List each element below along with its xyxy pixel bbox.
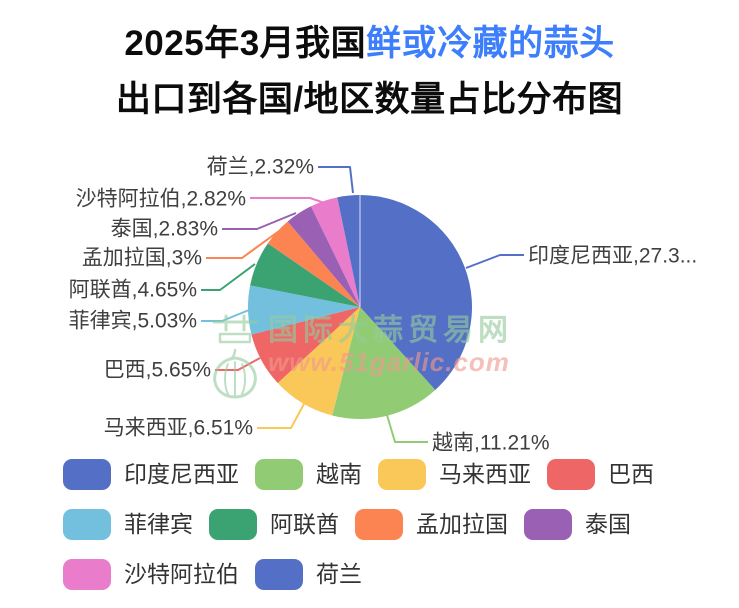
pie-callout-label-6: 孟加拉国,3%	[82, 247, 202, 270]
legend-label-4: 菲律宾	[124, 511, 193, 537]
legend-label-5: 阿联酋	[270, 511, 339, 537]
legend-chip-7	[524, 509, 572, 540]
legend-item-4[interactable]: 菲律宾	[63, 509, 193, 540]
pie-slice-0[interactable]	[360, 195, 472, 390]
legend-label-0: 印度尼西亚	[124, 461, 239, 487]
legend-chip-8	[63, 559, 111, 590]
title-line1-highlight: 鲜或冷藏的蒜头	[366, 24, 615, 63]
legend-item-5[interactable]: 阿联酋	[209, 509, 339, 540]
legend-item-6[interactable]: 孟加拉国	[355, 509, 508, 540]
legend-label-2: 马来西亚	[439, 461, 531, 487]
leader-line-4	[201, 309, 250, 322]
leader-line-0	[465, 254, 524, 269]
legend-chip-5	[209, 509, 257, 540]
legend-item-2[interactable]: 马来西亚	[378, 459, 531, 490]
pie-callout-label-1: 越南,11.21%	[432, 432, 550, 455]
title-line2: 出口到各国/地区数量占比分布图	[115, 80, 624, 119]
legend-chip-4	[63, 509, 111, 540]
leader-line-8	[250, 197, 334, 207]
pie-slice-6[interactable]	[267, 221, 360, 307]
leader-line-3	[215, 357, 261, 371]
pie-slice-3[interactable]	[251, 307, 360, 384]
legend-item-9[interactable]: 荷兰	[255, 559, 362, 590]
legend-chip-6	[355, 509, 403, 540]
leader-line-7	[222, 212, 297, 230]
legend-label-9: 荷兰	[316, 561, 362, 587]
legend-item-8[interactable]: 沙特阿拉伯	[63, 559, 239, 590]
leader-line-9	[318, 166, 354, 194]
pie-slice-1[interactable]	[332, 307, 436, 420]
legend-chip-3	[547, 459, 595, 490]
pie-slice-5[interactable]	[250, 243, 360, 307]
leader-line-2	[257, 401, 306, 429]
leader-line-5	[201, 263, 256, 291]
pie-slice-8[interactable]	[311, 197, 360, 307]
pie-slice-2[interactable]	[277, 307, 360, 416]
legend-item-3[interactable]: 巴西	[547, 459, 654, 490]
leader-line-1	[386, 414, 428, 443]
pie-callout-label-8: 沙特阿拉伯,2.82%	[76, 188, 246, 211]
legend: 印度尼西亚 越南 马来西亚 巴西菲律宾 阿联酋 孟加拉国 泰国沙特阿拉伯 荷兰	[63, 459, 703, 590]
legend-label-6: 孟加拉国	[416, 511, 508, 537]
pie-callout-label-3: 巴西,5.65%	[104, 359, 211, 382]
pie-callout-label-4: 菲律宾,5.03%	[69, 310, 197, 333]
pie-slice-7[interactable]	[287, 206, 360, 307]
legend-chip-2	[378, 459, 426, 490]
pie-callout-label-2: 马来西亚,6.51%	[104, 417, 253, 440]
title-line1: 2025年3月我国鲜或冷藏的蒜头	[0, 16, 739, 72]
leader-line-6	[206, 230, 280, 259]
legend-label-1: 越南	[316, 461, 362, 487]
pie-callout-label-9: 荷兰,2.32%	[207, 156, 314, 179]
pie-callout-label-7: 泰国,2.83%	[111, 218, 218, 241]
legend-item-0[interactable]: 印度尼西亚	[63, 459, 239, 490]
pie-callout-label-5: 阿联酋,4.65%	[69, 279, 197, 302]
legend-chip-9	[255, 559, 303, 590]
legend-label-3: 巴西	[608, 461, 654, 487]
legend-item-1[interactable]: 越南	[255, 459, 362, 490]
legend-label-7: 泰国	[585, 511, 631, 537]
pie-callout-label-0: 印度尼西亚,27.3...	[528, 245, 697, 268]
title-line1-black: 2025年3月我国	[124, 24, 367, 63]
pie-slice-4[interactable]	[248, 285, 360, 335]
legend-chip-1	[255, 459, 303, 490]
legend-label-8: 沙特阿拉伯	[124, 561, 239, 587]
chart-title: 2025年3月我国鲜或冷藏的蒜头 出口到各国/地区数量占比分布图	[0, 16, 739, 128]
legend-chip-0	[63, 459, 111, 490]
legend-item-7[interactable]: 泰国	[524, 509, 631, 540]
pie-slice-9[interactable]	[337, 195, 360, 307]
